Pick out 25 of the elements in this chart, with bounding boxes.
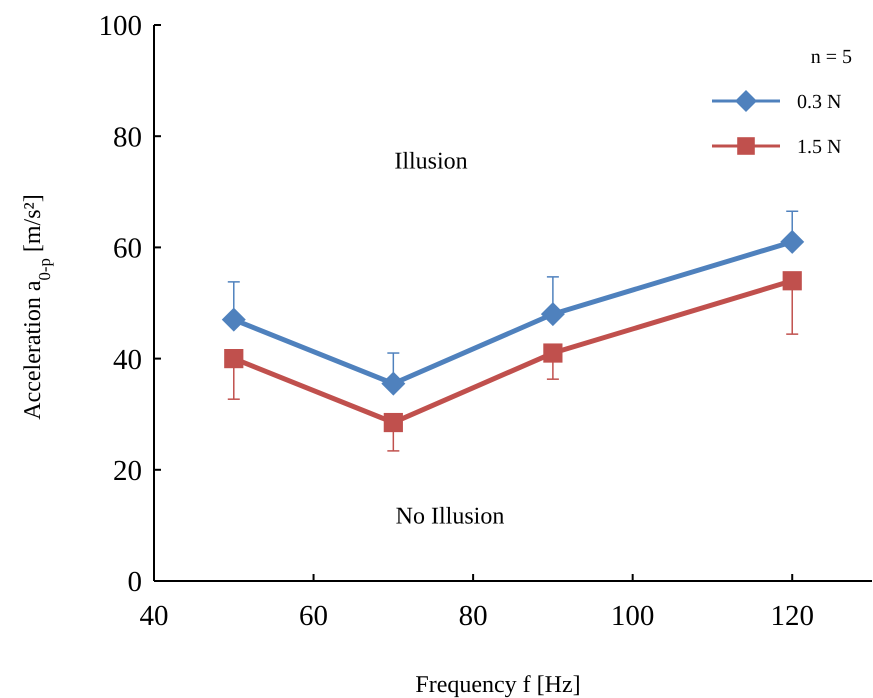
x-tick-label: 60 (299, 600, 328, 632)
annotation: No Illusion (396, 503, 504, 530)
y-tick-label: 60 (113, 232, 142, 265)
point (222, 308, 246, 332)
legend-label: 0.3 N (797, 91, 842, 113)
y-tick-label: 20 (113, 454, 142, 487)
y-tick-label: 0 (128, 566, 142, 598)
annotation: Illusion (394, 148, 468, 174)
x-axis-title: Frequency f [Hz] (415, 672, 581, 698)
point (543, 343, 562, 363)
y-tick-label: 100 (98, 10, 142, 42)
point (540, 302, 565, 326)
x-tick-label: 120 (770, 600, 814, 632)
y-tick-label: 40 (113, 344, 142, 376)
legend-title: n = 5 (810, 46, 852, 68)
x-tick-label: 40 (140, 600, 168, 632)
point (780, 230, 804, 254)
point (384, 412, 403, 432)
x-tick-label: 100 (610, 600, 654, 632)
legend-label: 1.5 N (797, 136, 842, 158)
point (381, 372, 406, 396)
y-tick-label: 80 (113, 121, 142, 154)
point (224, 349, 244, 368)
point (782, 271, 802, 290)
x-tick-label: 80 (458, 600, 488, 632)
